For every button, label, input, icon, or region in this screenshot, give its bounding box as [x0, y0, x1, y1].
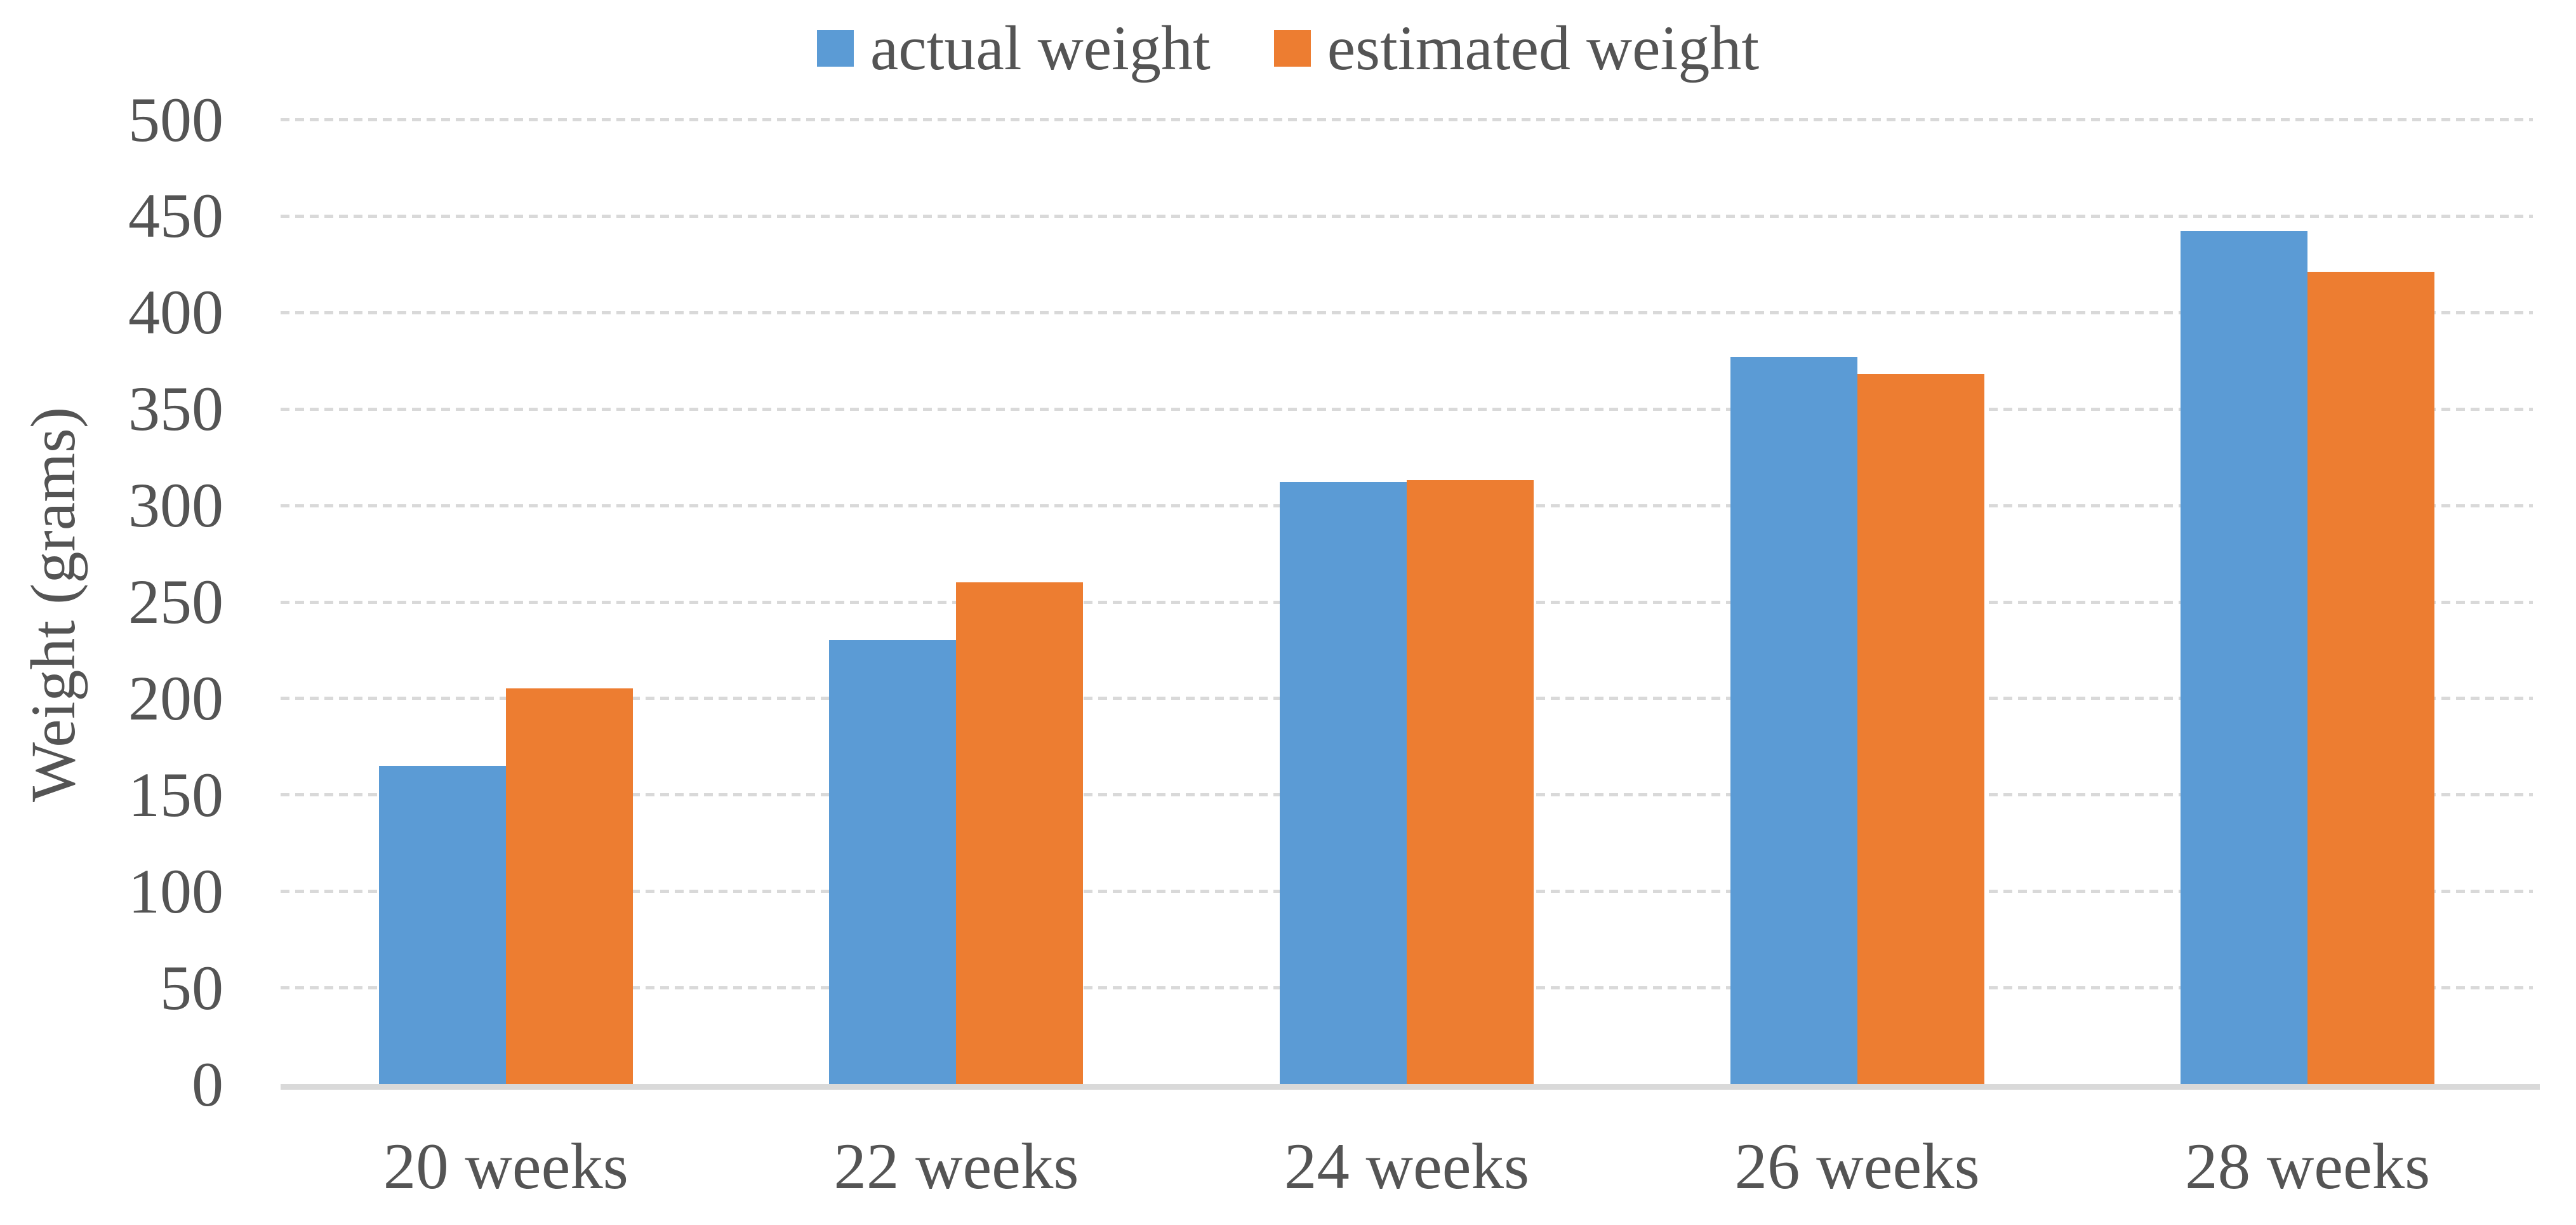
gridline-350	[281, 407, 2533, 411]
y-tick-label-250: 250	[128, 566, 223, 637]
y-tick-label-50: 50	[160, 952, 223, 1023]
gridline-450	[281, 214, 2533, 218]
legend-label: estimated weight	[1327, 13, 1760, 83]
y-tick-label-300: 300	[128, 470, 223, 541]
bar-22-weeks-actual-weight	[829, 640, 957, 1084]
bar-28-weeks-estimated-weight	[2307, 272, 2435, 1084]
y-tick-label-350: 350	[128, 373, 223, 445]
bar-28-weeks-actual-weight	[2181, 231, 2308, 1084]
x-tick-label-20-weeks: 20 weeks	[383, 1130, 628, 1203]
gridline-400	[281, 311, 2533, 314]
y-tick-label-0: 0	[192, 1048, 223, 1120]
y-tick-label-400: 400	[128, 277, 223, 348]
x-tick-label-24-weeks: 24 weeks	[1284, 1130, 1530, 1203]
bar-24-weeks-actual-weight	[1280, 482, 1407, 1084]
bar-26-weeks-actual-weight	[1730, 356, 1857, 1084]
y-tick-label-200: 200	[128, 662, 223, 733]
y-tick-label-150: 150	[128, 759, 223, 830]
y-axis-title: Weight (grams)	[18, 406, 88, 803]
bar-26-weeks-estimated-weight	[1857, 374, 1984, 1084]
y-tick-label-100: 100	[128, 855, 223, 927]
legend-swatch-icon	[816, 30, 854, 67]
y-tick-label-500: 500	[128, 84, 223, 155]
bar-20-weeks-estimated-weight	[505, 688, 633, 1084]
legend: actual weight estimated weight	[0, 17, 2576, 80]
bar-24-weeks-estimated-weight	[1407, 480, 1534, 1084]
x-tick-label-28-weeks: 28 weeks	[2185, 1130, 2431, 1203]
bar-22-weeks-estimated-weight	[956, 582, 1084, 1084]
x-tick-label-22-weeks: 22 weeks	[833, 1130, 1079, 1203]
legend-item-2: estimated weight	[1273, 13, 1760, 83]
x-axis-line	[281, 1084, 2540, 1090]
gridline-500	[281, 118, 2533, 121]
y-tick-label-450: 450	[128, 180, 223, 251]
bar-20-weeks-actual-weight	[378, 765, 506, 1084]
legend-label: actual weight	[870, 13, 1211, 83]
plot-area	[281, 118, 2540, 1090]
legend-swatch-icon	[1273, 30, 1311, 67]
x-tick-label-26-weeks: 26 weeks	[1734, 1130, 1980, 1203]
legend-item-1: actual weight	[816, 13, 1211, 83]
